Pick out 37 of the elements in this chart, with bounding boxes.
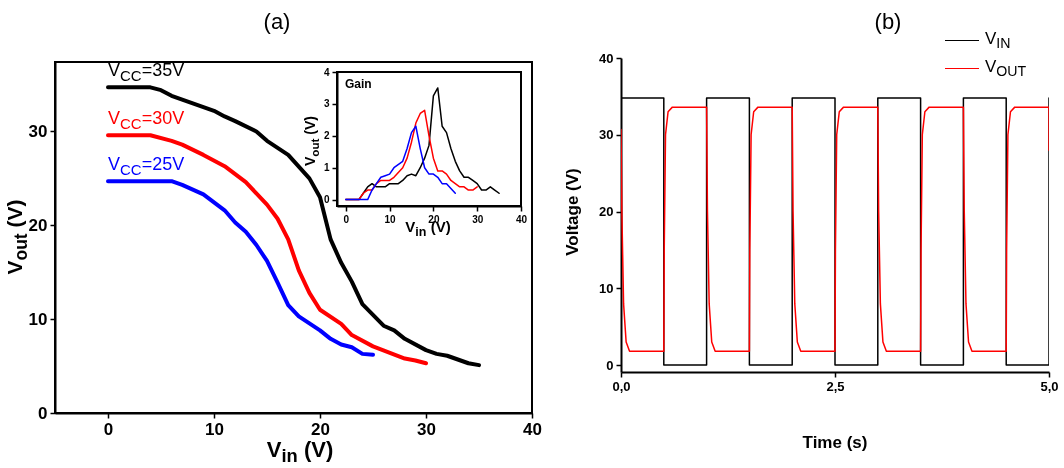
line-series [106,179,375,357]
line-series [106,133,428,366]
x-tick-label: 30 [472,213,484,225]
y-tick-label: 10 [28,309,48,329]
x-tick-label: 0 [343,213,350,225]
y-tick-label: 30 [28,121,48,141]
x-tick-label: 30 [417,419,436,439]
y-tick-label: 30 [599,127,614,143]
line-series [345,125,457,201]
x-tick-label: 10 [205,419,224,439]
chart-title: (b) [874,9,902,34]
y-tick-label: 2 [323,130,330,142]
y-tick-label: 0 [38,403,48,423]
y-tick-label: 0 [323,194,330,206]
y-tick-label: 0 [606,357,614,373]
x-tick-label: 10 [384,213,397,225]
y-tick-label: 40 [599,50,614,66]
x-tick-label: 40 [515,213,528,225]
x-tick-label: 0 [103,419,114,439]
y-axis-title: Voltage (V) [562,168,582,256]
x-tick-label: 40 [523,419,542,439]
y-tick-label: 4 [323,66,330,78]
x-tick-label: 5,0 [1040,378,1059,394]
y-tick-label: 10 [599,280,614,296]
series-label: V$_{CC}$=25V [108,154,185,179]
x-axis-title: Time (s) [802,432,868,452]
legend-label: V$_{IN}$ [985,29,1011,52]
x-tick-label: 0,0 [612,378,631,394]
legend-label: V$_{OUT}$ [985,57,1027,80]
series-label: V$_{CC}$=30V [108,108,185,133]
chart-title: (a) [263,9,291,34]
annotation: Gain [345,77,372,91]
x-tick-label: 2,5 [826,378,845,394]
x-axis-title: V$_{in}$ (V) [266,436,334,467]
series-label: V$_{CC}$=35V [108,60,185,85]
y-tick-label: 1 [323,162,330,174]
y-tick-label: 3 [323,98,330,110]
